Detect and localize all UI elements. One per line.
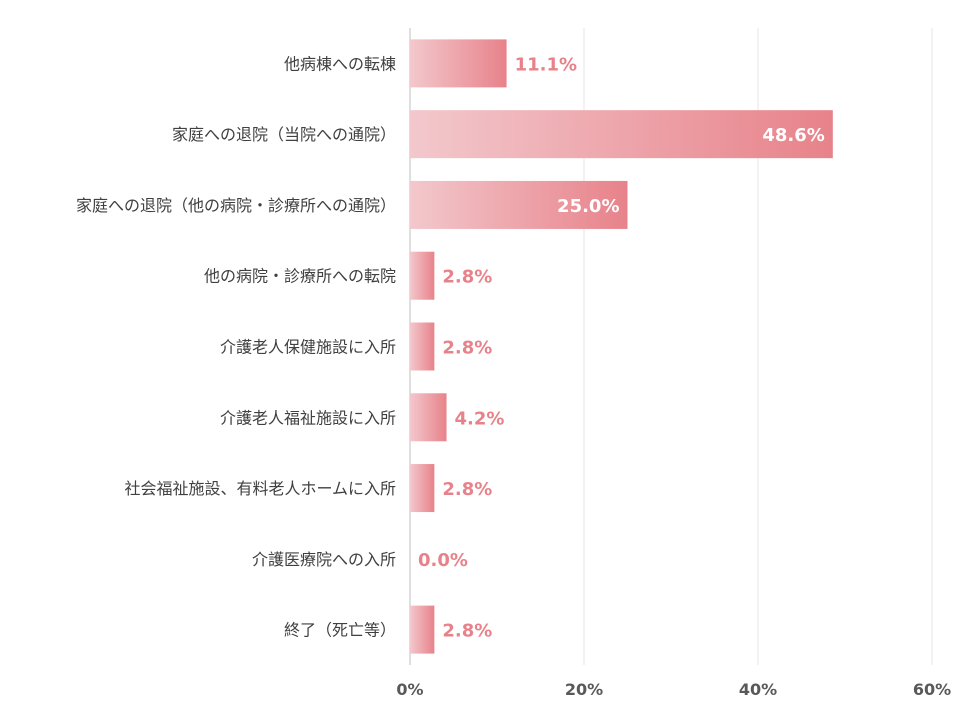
x-tick-label: 0%: [396, 680, 423, 699]
category-label: 社会福祉施設、有料老人ホームに入所: [124, 479, 396, 498]
bar: [410, 251, 435, 300]
x-axis-ticks: 0% 20% 40% 60%: [396, 680, 951, 699]
category-label: 介護老人保健施設に入所: [220, 338, 396, 357]
category-label: 家庭への退院（当院への通院）: [172, 125, 396, 144]
category-label: 他の病院・診療所への転院: [204, 267, 396, 286]
x-tick-label: 60%: [913, 680, 951, 699]
category-label: 介護医療院への入所: [252, 550, 396, 569]
data-label: 2.8%: [442, 479, 492, 500]
category-label: 家庭への退院（他の病院・診療所への通院）: [76, 196, 396, 215]
category-label: 他病棟への転棟: [284, 54, 396, 73]
bars: [410, 39, 833, 654]
x-tick-label: 40%: [739, 680, 777, 699]
bar: [410, 393, 447, 442]
data-label: 11.1%: [515, 54, 577, 75]
data-label: 2.8%: [442, 267, 492, 288]
x-tick-label: 20%: [565, 680, 603, 699]
category-label: 介護老人福祉施設に入所: [220, 408, 396, 427]
data-label: 2.8%: [442, 338, 492, 359]
bar: [410, 322, 435, 371]
bar: [410, 39, 507, 88]
category-label: 終了（死亡等）: [284, 621, 396, 640]
data-labels: 11.1% 48.6% 25.0% 2.8% 2.8% 4.2% 2.8% 0.0% 2.8%: [418, 54, 825, 641]
data-label: 2.8%: [442, 621, 492, 642]
bar: [410, 605, 435, 654]
data-label: 25.0%: [557, 196, 619, 217]
bar: [410, 180, 628, 229]
bar: [410, 464, 435, 513]
data-label: 48.6%: [762, 125, 824, 146]
bar: [410, 110, 833, 159]
data-label: 4.2%: [455, 408, 505, 429]
data-label: 0.0%: [418, 550, 468, 571]
